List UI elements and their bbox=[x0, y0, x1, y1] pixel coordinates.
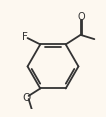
Text: O: O bbox=[23, 93, 31, 103]
Text: F: F bbox=[22, 32, 28, 42]
Text: O: O bbox=[78, 12, 85, 22]
